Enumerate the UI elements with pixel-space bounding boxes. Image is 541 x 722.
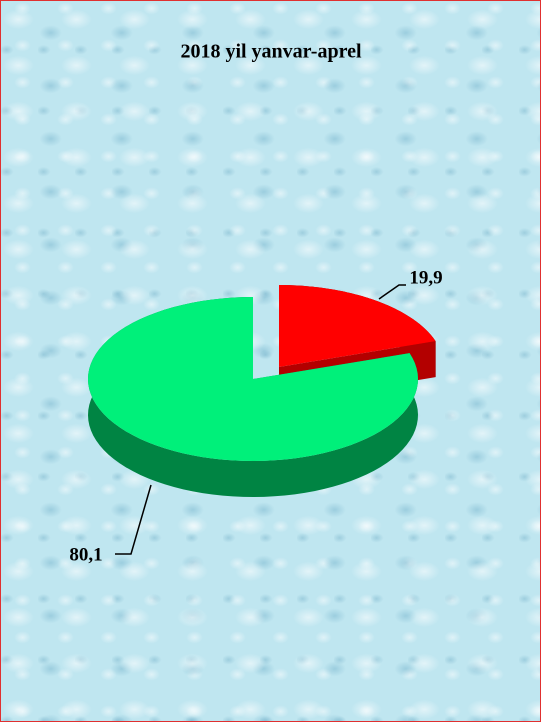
chart-title: 2018 yil yanvar-aprel: [180, 41, 362, 63]
slice-tops: [88, 285, 436, 461]
leader-line: [115, 484, 152, 555]
leader-line: [378, 284, 406, 300]
slice: [88, 297, 418, 461]
data-label: 19,9: [409, 267, 442, 288]
slice: [279, 285, 436, 367]
data-label: 80,1: [69, 544, 102, 565]
